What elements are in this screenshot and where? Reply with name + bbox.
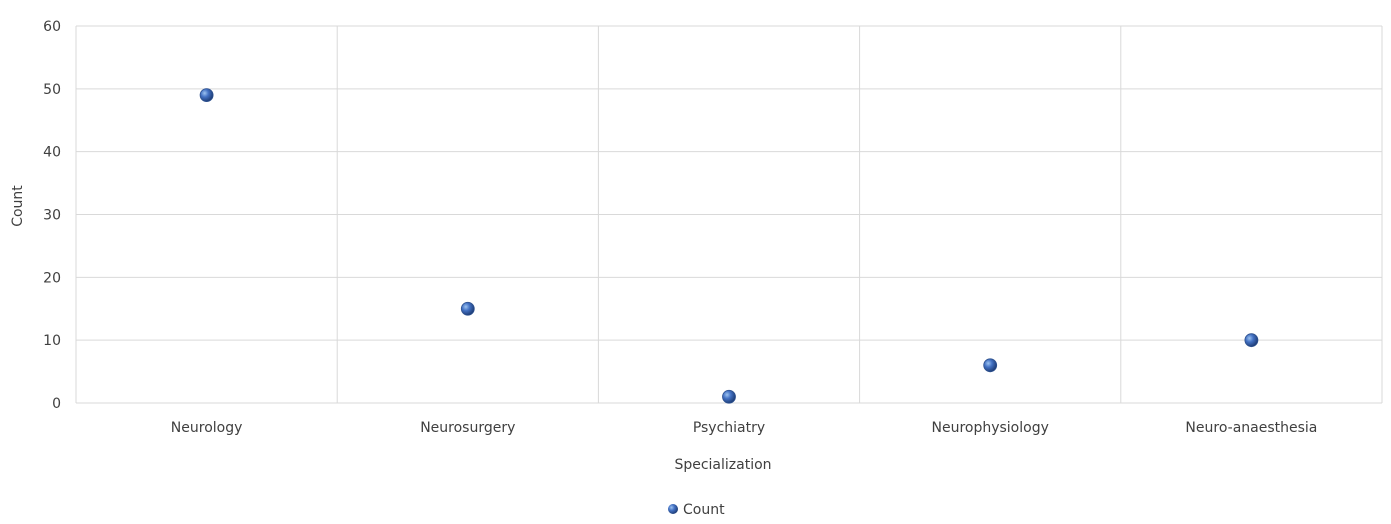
x-tick-label: Neuro-anaesthesia [1185,420,1317,436]
data-point [983,358,998,373]
x-tick-label: Neurophysiology [931,420,1048,436]
legend: Count [668,502,725,518]
y-tick-label: 50 [43,82,61,98]
y-axis-title: Count [10,185,26,227]
y-tick-label: 0 [52,396,61,412]
data-point [199,88,214,103]
y-tick-label: 30 [43,208,61,224]
x-tick-label: Neurosurgery [420,420,515,436]
x-tick-labels: Neurology Neurosurgery Psychiatry Neurophys… [171,420,1318,436]
y-tick-label: 60 [43,19,61,35]
x-tick-label: Psychiatry [693,420,765,436]
y-tick-label: 20 [43,270,61,286]
data-point [460,301,475,316]
y-tick-label: 10 [43,333,61,349]
legend-label: Count [683,502,725,518]
grid-lines [75,25,1383,404]
data-points [199,88,1259,404]
data-point [1244,333,1259,348]
legend-marker [668,504,678,514]
x-tick-label: Neurology [171,420,243,436]
x-axis-title: Specialization [674,457,771,473]
data-point [722,389,736,404]
y-tick-labels: 0 10 20 30 40 50 60 [43,19,61,412]
y-tick-label: 40 [43,145,61,161]
